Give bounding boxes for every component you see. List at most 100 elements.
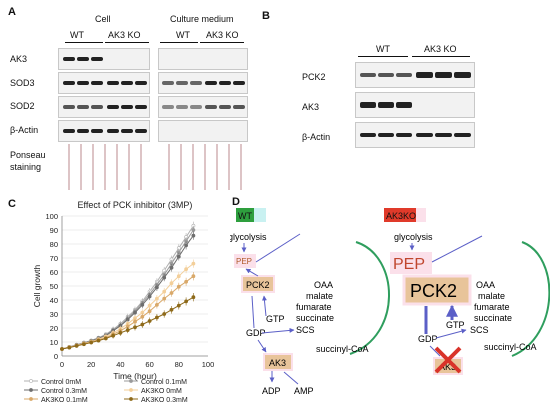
x-tick-label: 60 [145,360,153,369]
ko-oaa: OAA [476,280,495,290]
y-tick-label: 40 [50,296,58,305]
row-label-sod3: SOD3 [10,78,35,88]
legend-label-3: AK3KO 0mM [141,388,182,395]
y-axis-label: Cell growth [32,264,42,307]
legend-marker-3 [129,388,133,392]
wt-ak3: AK3 [269,358,286,368]
panel-d-label: D [232,196,240,208]
group-ko-b: AK3 KO [424,44,457,54]
pathway-diagram: WT glycolysis PEP PCK2 OAA malate fumara… [230,208,550,396]
data-point [154,303,159,307]
data-point [169,265,174,270]
wt-adp: ADP [262,386,281,396]
blot-ak3-b [355,92,475,118]
data-point [125,328,130,333]
data-point [103,336,108,341]
row-label-pck2: PCK2 [302,72,326,82]
x-axis-label: Time (hour) [113,371,157,381]
blot-sod2-medium [158,96,248,118]
wt-bar-b [358,56,408,57]
data-point [140,303,145,307]
blot-sod3-medium [158,72,248,94]
legend-marker-0 [29,379,33,383]
ponceau-stain-cell [58,144,148,190]
blot-sod2-cell [58,96,150,118]
row-label-actin: β-Actin [10,125,39,135]
data-point [191,295,196,300]
pathway-ak3ko: AK3KO glycolysis PEP PCK2 OAA malate fum… [384,208,550,375]
y-tick-label: 90 [50,226,58,235]
data-point [154,315,159,320]
data-point [176,284,181,289]
wt-badge-bg [236,208,254,222]
x-tick-label: 80 [175,360,183,369]
row-label-actin-b: β-Actin [302,132,331,142]
ko-gdp: GDP [418,334,438,344]
ko-malate: malate [478,291,505,301]
y-tick-label: 80 [50,240,58,249]
wt-ak3-box [263,353,293,371]
wt-tca-cycle [349,241,390,355]
ko-bar-cell [105,42,149,43]
wt-badge: WT [238,211,252,221]
ko-tca-cycle [511,241,550,357]
data-point [60,347,64,351]
group-wt-cell: WT [70,30,84,40]
wt-fumarate: fumarate [296,302,332,312]
data-point [147,309,152,314]
wt-glycolysis: glycolysis [230,232,267,242]
row-label-ak3-b: AK3 [302,102,320,112]
ko-fumarate: fumarate [474,302,510,312]
ko-pep: PEP [393,256,425,273]
wt-bar-cell [65,42,103,43]
knockout-cross-icon [434,346,462,374]
ko-gtp: GTP [446,320,465,330]
y-tick-label: 0 [54,352,58,361]
header-culture-medium: Culture medium [170,14,234,24]
y-tick-label: 70 [50,254,58,263]
ko-succinate: succinate [474,313,512,323]
data-point [140,322,145,327]
ponceau-label-2: staining [10,162,42,172]
y-tick-label: 60 [50,268,58,277]
wt-scs: SCS [296,325,315,335]
legend-label-2: Control 0.3mM [41,388,87,395]
data-point [191,274,196,279]
ponceau-label-1: Ponseau [10,150,46,160]
ko-ak3: AK3 [439,362,456,372]
group-wt-medium: WT [176,30,190,40]
wt-succinyl-coa: succinyl-CoA [316,344,369,354]
ko-bar-medium [200,42,244,43]
blot-actin-medium [158,120,248,142]
wt-bar-medium [160,42,198,43]
data-point [162,312,167,316]
data-point [191,228,196,232]
ponceau-stain-medium [158,144,246,190]
data-point [133,325,137,330]
data-point [133,310,137,315]
data-point [169,307,174,312]
ko-badge: AK3KO [386,211,416,221]
legend-label-4: AK3KO 0.1mM [41,397,88,404]
growth-chart: Effect of PCK inhibitor (3MP) 0 10 20 30 40 50… [24,200,214,404]
data-point [147,319,152,323]
data-point [96,338,101,343]
ko-succinyl-coa: succinyl-CoA [484,342,537,352]
wt-amp: AMP [294,386,314,396]
blot-actin-cell [58,120,150,142]
row-label-sod2: SOD2 [10,101,35,111]
data-point [162,289,167,294]
group-ko-medium: AK3 KO [206,30,239,40]
row-label-ak3: AK3 [10,54,28,64]
data-point [162,275,167,280]
y-tick-label: 30 [50,310,58,319]
data-point [147,303,152,308]
legend-marker-2 [29,388,33,392]
data-point [191,233,196,238]
panel-c-label: C [8,198,16,210]
blot-ak3-medium [158,48,248,70]
data-point [154,285,159,290]
x-tick-label: 20 [87,360,95,369]
ko-pck2-box [402,274,472,306]
data-point [82,342,86,347]
